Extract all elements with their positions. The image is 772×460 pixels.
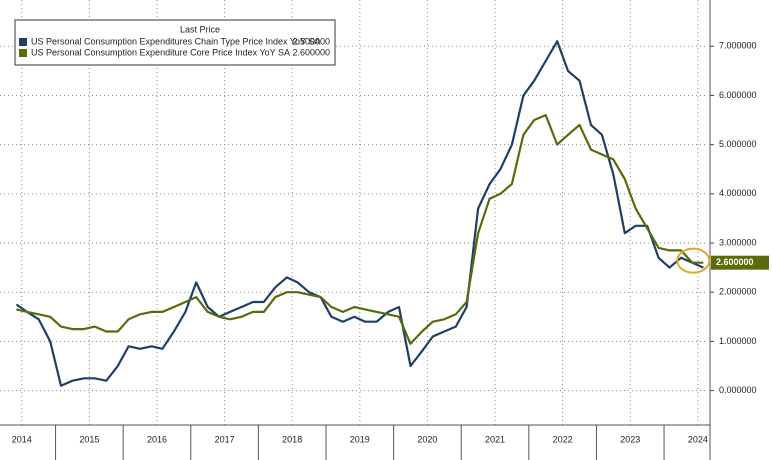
legend-box xyxy=(14,19,336,66)
y-tick-label: 5.000000 xyxy=(719,139,757,149)
legend-label: US Personal Consumption Expenditure Core… xyxy=(31,47,290,57)
x-tick-label: 2018 xyxy=(282,434,302,444)
y-tick-label: 7.000000 xyxy=(719,41,757,51)
x-tick-label: 2022 xyxy=(553,434,573,444)
legend-swatch xyxy=(19,38,27,46)
y-tick-label: 0.000000 xyxy=(719,385,757,395)
y-tick-label: 3.000000 xyxy=(719,237,757,247)
legend-value: 2.600000 xyxy=(292,47,330,57)
legend-swatch xyxy=(19,49,27,57)
last-value-tag xyxy=(711,255,769,270)
highlight-circle xyxy=(676,247,711,274)
x-tick-label: 2017 xyxy=(215,434,235,444)
last-value-tag-label: 2.600000 xyxy=(716,257,754,267)
x-tick-label: 2019 xyxy=(350,434,370,444)
series-line xyxy=(16,113,704,345)
x-tick-label: 2023 xyxy=(620,434,640,444)
x-tick-label: 2016 xyxy=(147,434,167,444)
x-tick-label: 2020 xyxy=(417,434,437,444)
x-tick-label: 2014 xyxy=(12,434,32,444)
y-tick-label: 2.000000 xyxy=(719,287,757,297)
x-tick-label: 2024 xyxy=(688,434,708,444)
y-tick-label: 6.000000 xyxy=(719,90,757,100)
x-tick-label: 2021 xyxy=(485,434,505,444)
y-tick-label: 1.000000 xyxy=(719,336,757,346)
x-tick-label: 2015 xyxy=(79,434,99,444)
legend-title: Last Price xyxy=(180,24,220,34)
series-line xyxy=(15,40,704,387)
legend-value: 2.500000 xyxy=(292,36,330,46)
y-tick-label: 4.000000 xyxy=(719,188,757,198)
legend-label: US Personal Consumption Expenditures Cha… xyxy=(31,36,320,46)
